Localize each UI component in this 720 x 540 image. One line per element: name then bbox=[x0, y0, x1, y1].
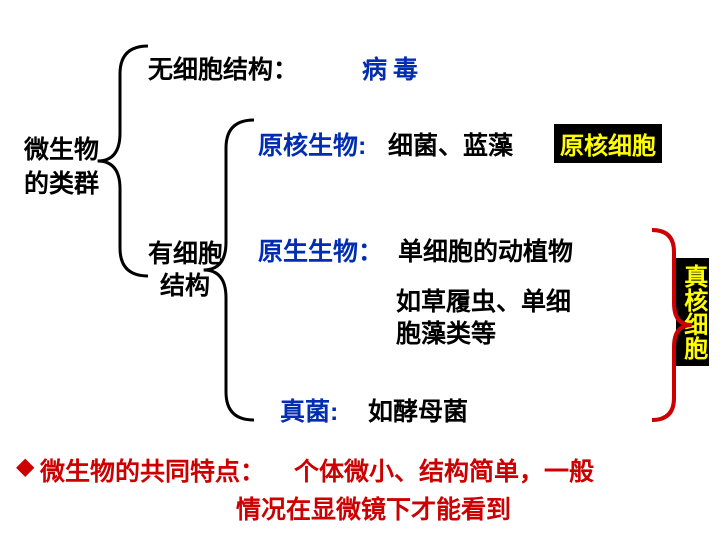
brace-right bbox=[0, 0, 720, 540]
